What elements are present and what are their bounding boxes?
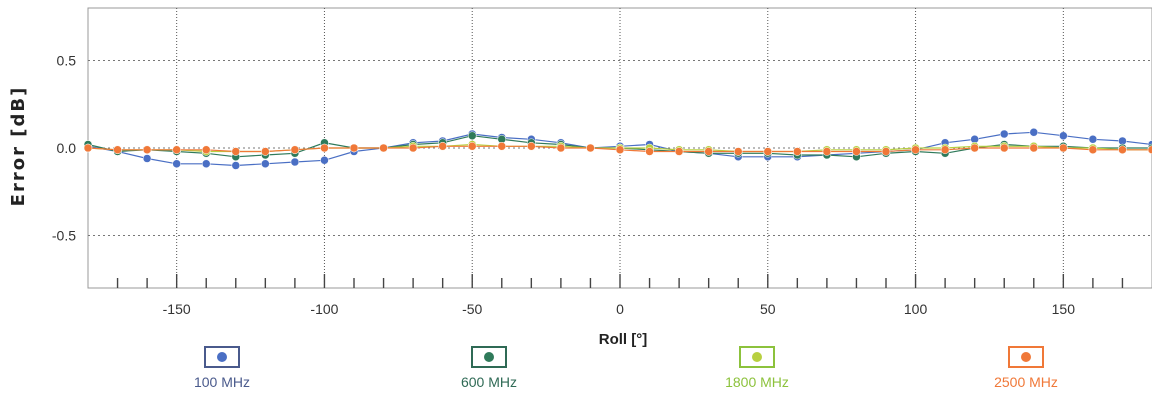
legend-item: 2500 MHz [994, 346, 1058, 390]
data-point [231, 161, 241, 170]
data-point [793, 147, 802, 156]
legend-label: 100 MHz [194, 374, 250, 390]
legend-label: 1800 MHz [725, 374, 789, 390]
series-2500-mhz [83, 142, 1152, 156]
data-point [733, 147, 743, 156]
data-point [1147, 145, 1152, 154]
legend-item: 1800 MHz [725, 346, 789, 390]
data-point [881, 147, 891, 156]
x-tick-label: 0 [616, 301, 624, 317]
data-point [1029, 128, 1039, 137]
data-point [1029, 143, 1039, 153]
x-axis-title: Roll [°] [599, 331, 648, 348]
data-point [467, 142, 477, 151]
data-point [320, 143, 329, 153]
data-point [438, 142, 447, 151]
data-point [1088, 135, 1098, 144]
data-point [556, 143, 566, 153]
data-point [467, 131, 477, 140]
data-point [201, 159, 211, 168]
data-point [261, 159, 270, 168]
x-tick-label: 50 [760, 301, 776, 317]
x-tick-label: -50 [462, 301, 482, 317]
data-point [763, 147, 773, 156]
data-point [674, 147, 684, 156]
data-point [999, 129, 1009, 139]
legend-marker [752, 352, 762, 362]
data-point [172, 145, 181, 154]
x-tick-label: 100 [904, 301, 928, 317]
data-point [704, 147, 713, 156]
data-point [852, 147, 861, 156]
legend-item: 600 MHz [461, 346, 517, 390]
legend-item: 100 MHz [194, 346, 250, 390]
x-tick-label: -100 [310, 301, 338, 317]
y-tick-label: 0.5 [57, 53, 77, 69]
data-point [408, 143, 418, 153]
data-point [113, 145, 122, 154]
data-point [1088, 145, 1098, 154]
y-tick-label: -0.5 [52, 228, 76, 244]
data-point [615, 145, 625, 154]
data-point [290, 157, 300, 167]
data-point [1059, 143, 1068, 153]
data-point [940, 145, 950, 154]
data-point [83, 143, 93, 153]
data-point [527, 142, 536, 151]
data-point [349, 143, 359, 153]
data-point [645, 147, 654, 156]
y-tick-label: 0.0 [57, 140, 77, 156]
data-point [142, 154, 152, 163]
series-group [83, 128, 1152, 170]
data-point [320, 156, 329, 165]
y-axis-title: Error [dB] [8, 86, 29, 207]
legend-marker [217, 352, 227, 362]
x-tick-label: 150 [1052, 301, 1076, 317]
data-point [1059, 131, 1068, 140]
data-point [586, 143, 595, 153]
data-point [231, 147, 241, 156]
legend-label: 2500 MHz [994, 374, 1058, 390]
data-point [970, 143, 979, 153]
data-point [999, 143, 1009, 153]
data-point [822, 147, 832, 156]
legend: 100 MHz 600 MHz 1800 MHz 2500 MHz [194, 346, 1058, 390]
x-axis-tick-labels: -150 -100 -50 0 50 100 150 [163, 301, 1076, 317]
data-point [379, 143, 388, 153]
y-axis-tick-labels: 0.5 0.0 -0.5 [52, 53, 76, 244]
data-point [142, 145, 152, 154]
data-point [261, 147, 270, 156]
data-point [497, 142, 507, 151]
legend-marker [1021, 352, 1031, 362]
legend-marker [484, 352, 494, 362]
legend-label: 600 MHz [461, 374, 517, 390]
data-point [911, 145, 920, 154]
x-tick-label: -150 [163, 301, 191, 317]
x-axis-ticks [116, 274, 1124, 288]
data-point [201, 145, 211, 154]
data-point [172, 159, 181, 168]
data-point [290, 145, 300, 154]
data-point [1118, 145, 1127, 154]
